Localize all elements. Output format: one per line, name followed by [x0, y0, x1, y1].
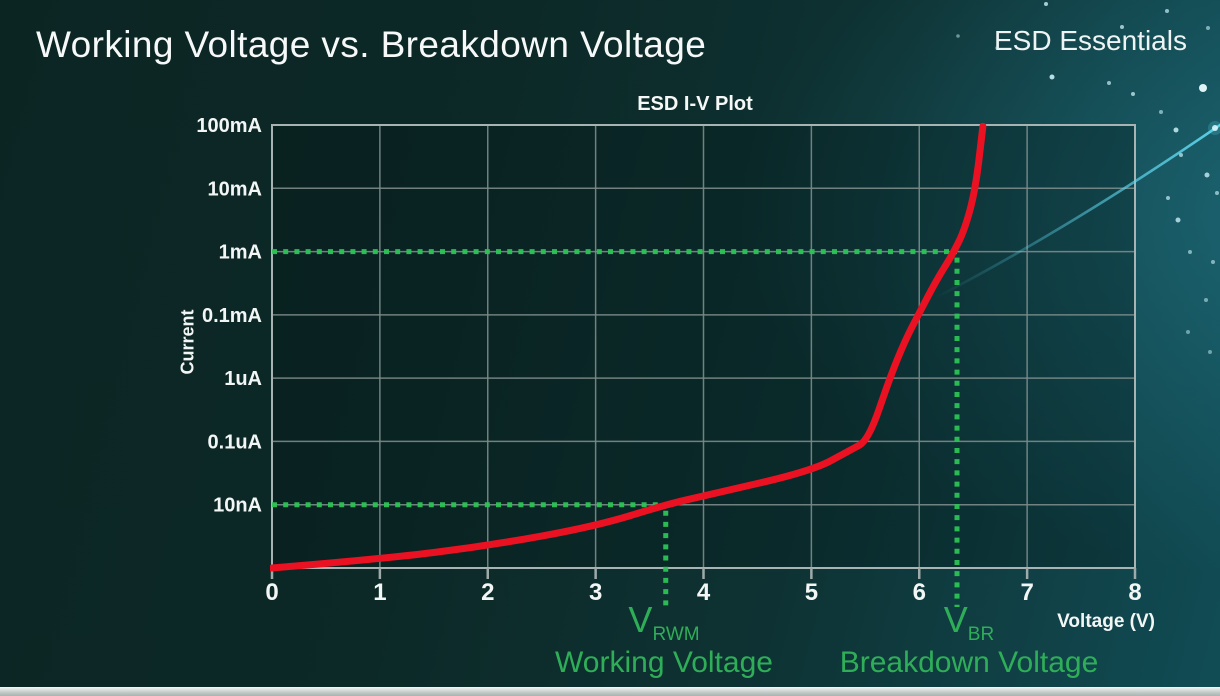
- x-tick-label: 3: [589, 579, 602, 606]
- background-star: [956, 34, 960, 38]
- background-star: [1206, 26, 1210, 30]
- annotation-vrwm: VRWM Working Voltage: [538, 599, 790, 680]
- background-star: [1049, 74, 1055, 80]
- vbr-symbol-main: V: [943, 599, 968, 640]
- y-tick-label: 10nA: [213, 495, 262, 517]
- vrwm-symbol-subscript: RWM: [652, 624, 700, 646]
- x-tick-label: 2: [481, 579, 494, 606]
- x-tick-label: 7: [1020, 579, 1033, 606]
- background-star: [1120, 25, 1124, 29]
- background-star: [1199, 84, 1207, 92]
- x-tick-label: 8: [1128, 579, 1141, 606]
- annotation-vbr: VBR Breakdown Voltage: [820, 599, 1118, 680]
- x-tick-label: 1: [373, 579, 386, 606]
- background-star: [1166, 196, 1170, 200]
- background-star: [1186, 330, 1190, 334]
- background-star: [1179, 153, 1183, 157]
- chart-title: ESD I-V Plot: [637, 93, 753, 115]
- y-tick-label: 100mA: [196, 115, 262, 137]
- background-star: [995, 46, 999, 50]
- background-star: [1208, 350, 1212, 354]
- y-tick-label: 10mA: [208, 178, 262, 200]
- iv-curve: [270, 123, 987, 572]
- vrwm-symbol: VRWM: [538, 599, 790, 646]
- y-tick-label: 0.1mA: [202, 305, 262, 327]
- background-star: [1211, 260, 1215, 264]
- background-star: [1175, 217, 1181, 223]
- background-star: [1204, 298, 1208, 302]
- x-tick-label: 5: [805, 579, 818, 606]
- background-star: [1204, 172, 1210, 178]
- y-axis-label: Current: [177, 309, 198, 375]
- vrwm-caption: Working Voltage: [555, 645, 773, 679]
- background-star: [1159, 110, 1163, 114]
- x-tick-label: 0: [265, 579, 278, 606]
- background-star: [1165, 9, 1169, 13]
- brand-text: ESD Essentials: [994, 25, 1187, 56]
- vrwm-symbol-main: V: [628, 599, 653, 640]
- y-tick-label: 1mA: [219, 242, 262, 264]
- background-star: [1044, 2, 1048, 6]
- background-star: [1215, 191, 1219, 195]
- background-streak: [934, 123, 1220, 300]
- background-star: [1107, 81, 1111, 85]
- vbr-symbol: VBR: [820, 599, 1118, 646]
- page-title: Working Voltage vs. Breakdown Voltage: [36, 24, 707, 65]
- streak-head: [1212, 125, 1218, 131]
- vbr-caption: Breakdown Voltage: [839, 645, 1099, 679]
- x-axis-label: Voltage (V): [1057, 611, 1155, 632]
- x-tick-label: 4: [697, 579, 711, 606]
- background-star: [1188, 250, 1192, 254]
- bottom-strip: [0, 687, 1220, 696]
- background-star: [1173, 127, 1179, 133]
- background-star: [1131, 92, 1135, 96]
- y-tick-label: 1uA: [224, 368, 262, 390]
- x-tick-label: 6: [913, 579, 926, 606]
- vbr-symbol-subscript: BR: [967, 624, 995, 646]
- y-tick-label: 0.1uA: [208, 431, 262, 453]
